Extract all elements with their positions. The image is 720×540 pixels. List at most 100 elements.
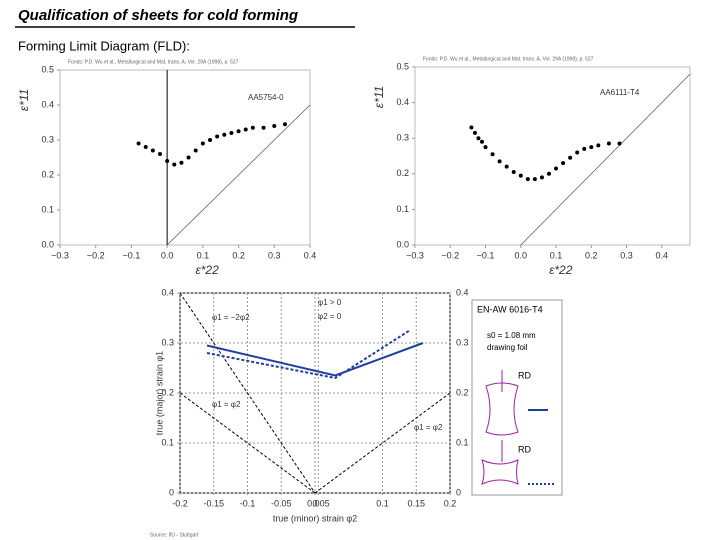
x-tick-label: 0.0	[161, 250, 174, 260]
plot-frame	[414, 66, 691, 246]
data-point	[172, 162, 177, 167]
data-point	[518, 173, 523, 178]
series-label: AA5754-0	[248, 93, 284, 102]
data-point	[222, 132, 227, 137]
line-annotation: φ2 = 0	[318, 312, 342, 321]
y-tick-label: 0.1	[41, 204, 54, 214]
data-point	[261, 125, 266, 130]
data-point	[546, 171, 551, 176]
specimen-shape	[485, 382, 519, 436]
plot-frame	[59, 69, 311, 246]
legend-material: EN-AW 6016-T4	[477, 304, 543, 314]
y-tick-label: 0.0	[41, 239, 54, 249]
y-tick-label: 0.3	[41, 134, 54, 144]
data-point	[250, 125, 255, 130]
data-point	[497, 159, 502, 164]
data-point	[479, 139, 484, 144]
x-tick-label: -0.2	[172, 498, 188, 508]
flc-line	[206, 329, 411, 380]
y2-tick-label: 0.2	[456, 387, 469, 397]
x-tick-label: 0.005	[307, 498, 330, 508]
legend-box	[471, 299, 563, 496]
y-tick-label: 0.3	[161, 337, 174, 347]
y-tick-label: 0.1	[161, 437, 174, 447]
line-annotation: φ1 = −2φ2	[212, 313, 250, 322]
y2-tick-label: 0.1	[456, 437, 469, 447]
legend-rd: RD	[518, 370, 531, 380]
x-tick-label: 0.4	[656, 250, 669, 260]
y-tick-label: 0.3	[396, 133, 409, 143]
x-tick-label: −0.2	[87, 250, 105, 260]
x-tick-label: 0.1	[197, 250, 210, 260]
x-tick-label: 0.3	[620, 250, 633, 260]
legend-panel: EN-AW 6016-T4 s0 = 1.08 mm drawing foil …	[471, 299, 563, 496]
source-note: Source: IfU - Stuttgart	[150, 532, 199, 538]
x-tick-label: 0.1	[550, 250, 563, 260]
data-point	[525, 177, 530, 182]
slide-subtitle: Forming Limit Diagram (FLD):	[18, 38, 190, 53]
x-tick-label: −0.1	[123, 250, 141, 260]
reference-line	[179, 392, 316, 494]
data-point	[150, 148, 155, 153]
source-note: Fonds: P.D. Wu et al., Metallurgical and…	[68, 59, 239, 65]
data-point	[469, 125, 474, 130]
flc-line	[206, 342, 424, 377]
data-point	[193, 148, 198, 153]
y-tick-label: 0.4	[161, 287, 174, 297]
data-point	[582, 146, 587, 151]
data-point	[136, 141, 141, 146]
line-annotation: φ1 > 0	[318, 298, 342, 307]
y2-tick-label: 0.3	[456, 337, 469, 347]
data-point	[575, 150, 580, 155]
legend-rd: RD	[518, 444, 531, 454]
y-tick-label: 0.2	[396, 168, 409, 178]
chart: −0.3 −0.2 −0.1 0.0 0.1 0.2 0.3 0.4 0.0 0.1 0.2 0.3 0…	[372, 56, 691, 277]
line-annotation: φ1 = φ2	[414, 423, 443, 432]
data-point	[539, 175, 544, 180]
x-axis-label: ε*22	[549, 263, 573, 277]
chart: -0.2 -0.15 -0.1 -0.05 00.005 0.1 0.15 0.20 00.1 0…	[150, 287, 469, 538]
data-point	[596, 143, 601, 148]
data-point	[490, 152, 495, 157]
data-point	[229, 131, 234, 135]
data-point	[606, 141, 611, 146]
data-point	[476, 136, 481, 141]
equal-strain-line	[520, 73, 691, 246]
data-point	[483, 145, 488, 150]
y-axis-label: true (major) strain φ1	[154, 351, 164, 435]
data-point	[617, 141, 622, 146]
x-tick-label: −0.3	[406, 250, 424, 260]
y-tick-label: 0.1	[396, 204, 409, 214]
data-point	[561, 161, 566, 166]
reference-line	[314, 392, 451, 494]
y-tick-label: 0	[169, 487, 174, 497]
y-axis-label: ε*11	[17, 89, 31, 111]
data-point	[283, 122, 287, 127]
equal-strain-line	[166, 104, 311, 246]
legend-thickness: s0 = 1.08 mm	[487, 331, 536, 340]
y2-tick-label: 0.4	[456, 287, 469, 297]
x-tick-label: 0.2	[232, 250, 245, 260]
x-tick-label: -0.15	[203, 498, 224, 508]
line-annotation: φ1 = φ2	[212, 400, 241, 409]
y2-tick-label: 0	[456, 487, 461, 497]
x-tick-label: 0.3	[268, 250, 281, 260]
data-point	[272, 124, 277, 128]
x-tick-label: -0.05	[271, 498, 292, 508]
y-axis-label: ε*11	[372, 86, 386, 108]
data-point	[511, 170, 516, 175]
data-point	[200, 141, 205, 146]
y-tick-label: 0.4	[396, 97, 409, 107]
data-point	[208, 138, 212, 142]
y-tick-label: 0.4	[41, 99, 54, 109]
x-tick-label: −0.2	[441, 250, 459, 260]
data-point	[243, 127, 248, 132]
source-note: Fonds: P.D. Wu et al., Metallurgical and…	[423, 56, 594, 62]
x-tick-label: 0.2	[444, 498, 457, 508]
data-point	[568, 155, 573, 160]
x-tick-label: −0.1	[477, 250, 495, 260]
data-point	[472, 130, 477, 135]
data-point	[532, 177, 537, 182]
x-tick-label: -0.1	[240, 498, 256, 508]
